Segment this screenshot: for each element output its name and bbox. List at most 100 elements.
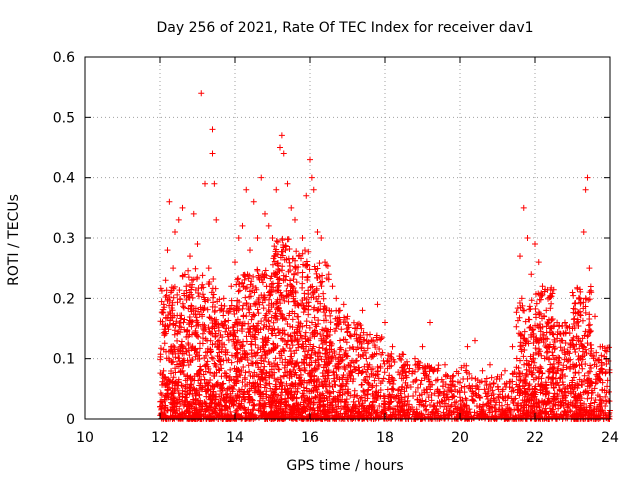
data-point: [307, 156, 313, 163]
data-point: [233, 397, 240, 404]
data-point: [285, 298, 292, 305]
data-point: [222, 318, 229, 325]
y-axis-label: ROTI / TECUs: [6, 194, 22, 286]
data-point: [190, 276, 197, 283]
data-point: [207, 395, 214, 402]
data-point: [335, 307, 342, 314]
data-point: [269, 235, 276, 241]
data-point: [164, 322, 171, 329]
data-point: [300, 405, 307, 412]
data-point: [283, 380, 290, 387]
data-point: [177, 315, 184, 322]
data-point: [294, 313, 301, 320]
data-point: [219, 380, 226, 387]
data-point: [207, 369, 214, 376]
data-point: [358, 381, 365, 388]
data-point: [320, 290, 327, 297]
data-point: [189, 318, 196, 325]
data-point: [192, 330, 199, 337]
data-point: [259, 279, 266, 286]
data-point: [344, 353, 351, 360]
data-point: [195, 285, 202, 292]
data-point: [316, 273, 323, 280]
data-point: [532, 241, 538, 248]
data-point: [265, 326, 272, 333]
data-point: [198, 366, 205, 373]
data-point: [314, 228, 321, 235]
data-point: [389, 375, 396, 382]
data-point: [579, 365, 586, 372]
data-point: [186, 289, 193, 296]
data-point: [569, 289, 576, 296]
data-point: [163, 287, 170, 294]
data-point: [175, 376, 182, 383]
data-point: [330, 368, 337, 375]
data-point: [320, 364, 327, 371]
data-point: [266, 323, 273, 330]
data-point: [194, 241, 201, 248]
data-point: [234, 276, 241, 283]
data-point: [183, 408, 190, 415]
data-point: [275, 304, 282, 311]
data-point: [319, 278, 326, 285]
data-point: [162, 404, 169, 411]
data-point: [275, 325, 282, 332]
x-tick-label: 18: [376, 430, 394, 446]
data-point: [330, 375, 337, 382]
data-point: [295, 405, 302, 412]
data-point: [326, 389, 333, 396]
data-point: [251, 383, 258, 390]
data-point: [340, 336, 347, 343]
data-point: [199, 291, 206, 298]
data-point: [256, 275, 263, 282]
data-point: [239, 280, 246, 287]
data-point: [344, 328, 351, 335]
data-point: [159, 321, 166, 328]
data-point: [380, 392, 387, 399]
data-point: [294, 337, 301, 344]
data-point: [208, 289, 215, 296]
data-point: [243, 301, 250, 308]
data-point: [167, 407, 174, 414]
data-point: [194, 398, 201, 405]
data-point: [282, 243, 289, 250]
data-point: [248, 347, 255, 354]
data-point: [220, 295, 227, 302]
data-point: [251, 312, 258, 319]
data-point: [163, 380, 170, 387]
data-point: [265, 222, 272, 229]
data-point: [260, 409, 267, 416]
data-point: [183, 334, 190, 341]
data-point: [241, 272, 248, 279]
data-point: [180, 303, 187, 310]
data-point: [337, 410, 344, 417]
data-point: [185, 362, 192, 369]
data-point: [308, 351, 315, 358]
data-point: [188, 302, 195, 309]
data-point: [177, 329, 184, 336]
data-point: [251, 369, 258, 376]
data-point: [267, 392, 274, 399]
data-point: [358, 340, 365, 347]
data-point: [207, 330, 214, 337]
data-point: [319, 382, 326, 389]
data-point: [262, 210, 268, 217]
data-point: [318, 235, 325, 241]
data-point: [164, 407, 171, 414]
data-point: [164, 247, 171, 254]
data-point: [275, 329, 282, 336]
data-point: [314, 410, 321, 417]
data-point: [262, 267, 269, 274]
data-point: [228, 359, 235, 366]
data-point: [355, 370, 362, 377]
data-point: [308, 294, 315, 301]
data-point: [199, 340, 206, 347]
data-point: [196, 408, 203, 415]
data-point: [306, 370, 313, 377]
data-point: [179, 409, 186, 416]
data-point: [381, 369, 388, 376]
data-point: [207, 315, 214, 322]
data-point: [249, 353, 256, 360]
data-point: [254, 380, 261, 387]
data-point: [308, 388, 315, 395]
